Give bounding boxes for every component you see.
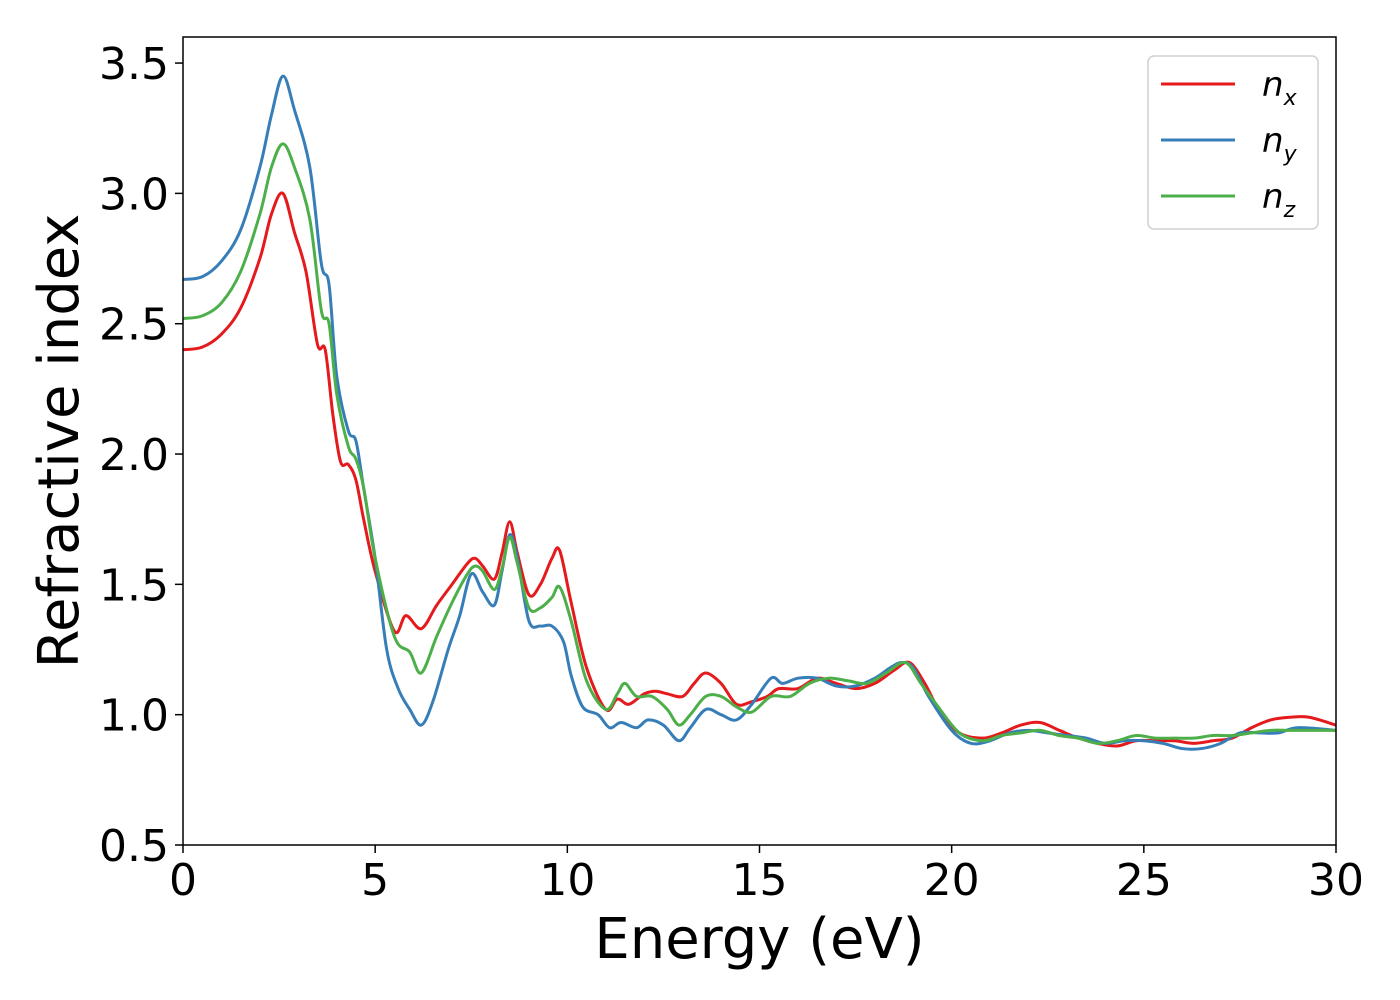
x-tick-label: 0 [169,855,197,906]
x-tick-label: 20 [924,855,980,906]
y-axis-title: Refractive index [27,214,92,669]
x-tick-label: 25 [1116,855,1172,906]
y-tick-label: 0.5 [99,821,169,872]
series-lines [183,74,1336,751]
legend-box [1147,55,1319,230]
y-tick-label: 2.0 [99,430,169,481]
x-axis-title: Energy (eV) [594,907,924,972]
x-tick-label: 5 [361,855,389,906]
x-tick-label: 15 [732,855,788,906]
y-tick-label: 1.0 [99,691,169,742]
x-tick-label: 30 [1308,855,1364,906]
x-tick-label: 10 [539,855,595,906]
axis-ticks: 0 5 10 15 20 25 30 0.5 1.0 1.5 2.0 2.5 3.0 3.5 [99,39,1364,906]
series-line-nz [183,142,1336,745]
y-tick-label: 1.5 [99,560,169,611]
y-tick-label: 2.5 [99,300,169,351]
y-tick-label: 3.0 [99,169,169,220]
y-tick-label: 3.5 [99,39,169,90]
